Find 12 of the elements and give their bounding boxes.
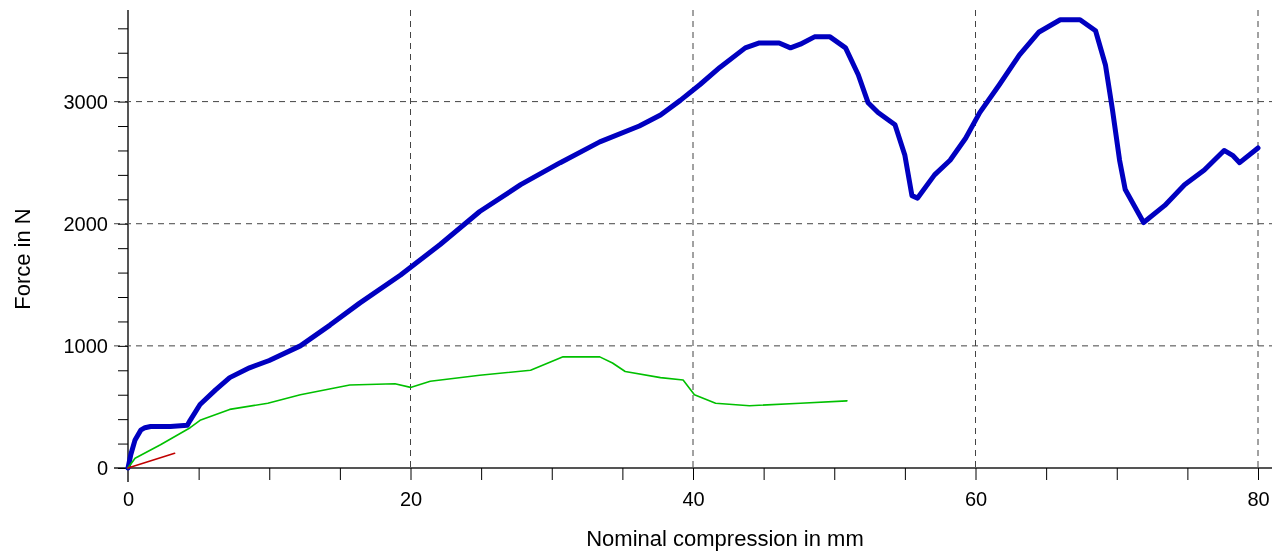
x-tick-label: 0 (122, 488, 135, 511)
x-tick-label: 60 (964, 488, 988, 511)
y-axis-title: Force in N (10, 208, 35, 310)
x-tick-label: 40 (682, 488, 705, 511)
x-tick-label: 80 (1247, 488, 1270, 511)
y-tick-label: 1000 (63, 334, 108, 357)
x-tick-label: 20 (399, 488, 423, 511)
x-axis-title: Nominal compression in mm (586, 526, 864, 551)
line-series (127, 356, 848, 469)
y-tick-label: 0 (96, 456, 108, 479)
y-tick-label: 2000 (63, 212, 108, 235)
y-tick-label: 3000 (63, 90, 108, 113)
